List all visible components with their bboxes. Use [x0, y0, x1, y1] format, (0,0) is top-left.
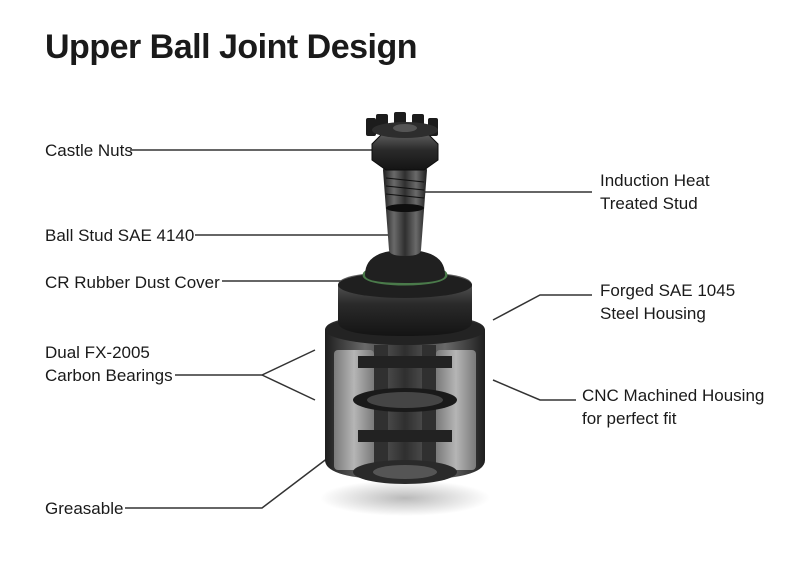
label-cnc-housing: CNC Machined Housingfor perfect fit: [582, 385, 764, 431]
ball-joint-illustration: [310, 100, 500, 520]
shadow: [320, 480, 490, 516]
housing-body: [325, 315, 485, 484]
label-greasable: Greasable: [45, 498, 123, 521]
label-carbon-bearings: Dual FX-2005Carbon Bearings: [45, 342, 173, 388]
label-castle-nuts: Castle Nuts: [45, 140, 133, 163]
tapered-stud: [383, 162, 427, 256]
label-steel-housing: Forged SAE 1045Steel Housing: [600, 280, 735, 326]
label-induction-stud: Induction HeatTreated Stud: [600, 170, 710, 216]
upper-collar: [338, 250, 472, 336]
castle-nut: [366, 112, 438, 170]
label-ball-stud: Ball Stud SAE 4140: [45, 225, 194, 248]
label-dust-cover: CR Rubber Dust Cover: [45, 272, 220, 295]
